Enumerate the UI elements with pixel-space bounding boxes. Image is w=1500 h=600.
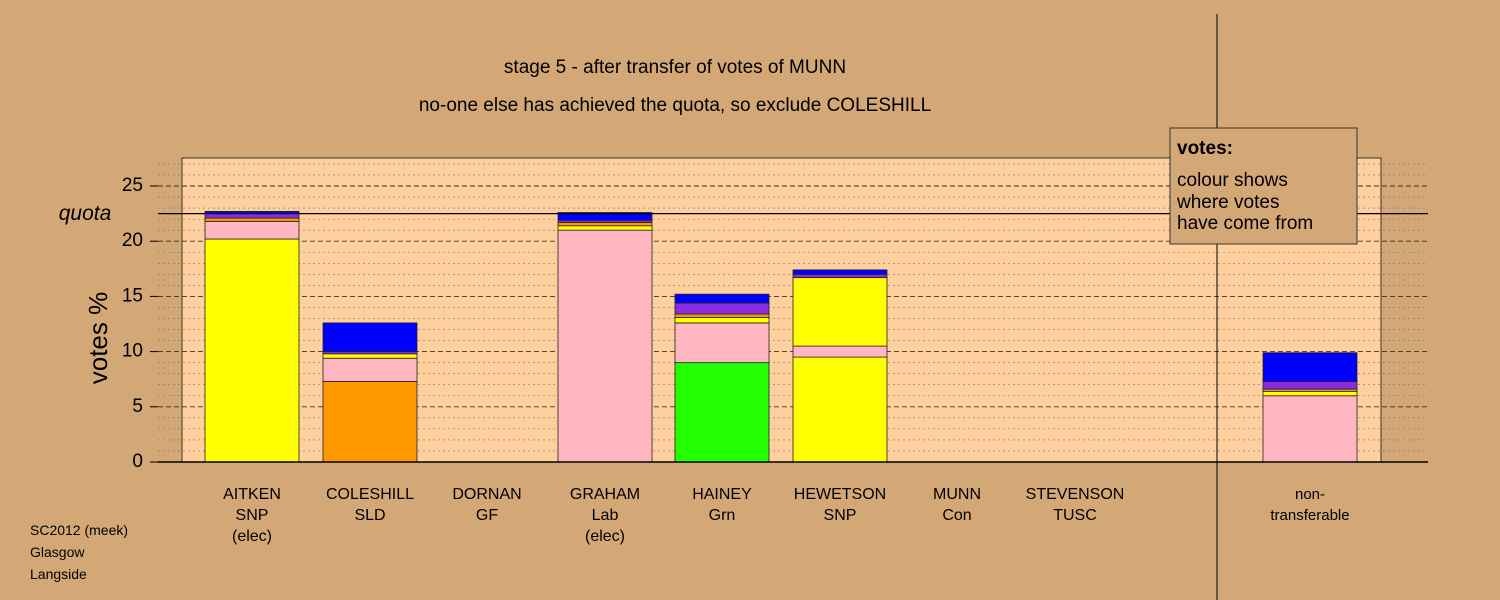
x-label-party: Con [942, 507, 971, 524]
bar-segment [792, 277, 888, 347]
y-axis: 0 5 10 15 20 25 [122, 175, 158, 472]
bar-segment [792, 345, 888, 358]
y-tick-label: 25 [122, 175, 143, 196]
x-axis-labels: AITKEN SNP (elec) COLESHILL SLD DORNAN GF GRAHA… [223, 486, 1350, 545]
footer-line-2: Glasgow [30, 544, 85, 560]
x-label-name: STEVENSON [1026, 486, 1125, 503]
chart-subtitle: no-one else has achieved the quota, so e… [419, 95, 931, 116]
bar-segment [674, 313, 770, 318]
x-label-party: TUSC [1053, 507, 1097, 524]
chart-title: stage 5 - after transfer of votes of MUN… [504, 57, 846, 78]
x-label-name: AITKEN [223, 486, 281, 503]
y-axis-label: votes % [83, 292, 113, 385]
bar-segment [204, 220, 300, 240]
bar-segment [204, 238, 300, 463]
x-label-party: SNP [824, 507, 857, 524]
legend: votes: colour shows where votes have com… [1169, 127, 1358, 245]
x-label-note: (elec) [232, 528, 272, 545]
x-label-name: non- [1295, 486, 1325, 503]
legend-line-1: colour shows [1177, 170, 1288, 191]
y-tick-label: 0 [132, 451, 143, 472]
bar-segment [557, 229, 653, 463]
x-label-party: transferable [1270, 507, 1349, 524]
stacked-bars [204, 210, 1358, 463]
x-label-party: Lab [592, 507, 619, 524]
footer-line-1: SC2012 (meek) [30, 522, 128, 538]
bar-segment [204, 213, 300, 219]
y-tick-label: 20 [122, 230, 143, 251]
bar-segment [557, 212, 653, 221]
x-label-name: MUNN [933, 486, 981, 503]
bar-segment [1262, 381, 1358, 390]
x-label-party: SLD [354, 507, 385, 524]
x-label-name: HAINEY [692, 486, 752, 503]
y-tick-label: 5 [132, 396, 143, 417]
bar-segment [322, 322, 418, 352]
bar-segment [1262, 395, 1358, 463]
y-tick-label: 15 [122, 285, 143, 306]
x-label-name: DORNAN [452, 486, 521, 503]
bar-segment [674, 302, 770, 315]
x-label-name: HEWETSON [794, 486, 886, 503]
bar-segment [792, 273, 888, 279]
bar-segment [322, 381, 418, 463]
bar-segment [1262, 390, 1358, 397]
bar-segment [674, 362, 770, 463]
legend-line-2: where votes [1176, 192, 1279, 213]
x-label-party: GF [476, 507, 498, 524]
bar-segment [322, 357, 418, 382]
y-tick-label: 10 [122, 341, 143, 362]
bar-segment [557, 222, 653, 227]
bar-segment [557, 225, 653, 231]
x-label-note: (elec) [585, 528, 625, 545]
legend-box [1169, 127, 1358, 245]
bar-segment [204, 217, 300, 222]
bar-segment [674, 322, 770, 364]
x-label-party: Grn [709, 507, 736, 524]
bar-segment [322, 353, 418, 359]
bar-segment [674, 293, 770, 304]
quota-label: quota [59, 202, 112, 225]
legend-line-3: have come from [1177, 213, 1313, 234]
legend-title: votes: [1177, 138, 1233, 159]
x-label-name: GRAHAM [570, 486, 640, 503]
bar-segment [792, 356, 888, 463]
x-label-party: SNP [236, 507, 269, 524]
x-label-name: COLESHILL [326, 486, 414, 503]
bar-segment [1262, 352, 1358, 382]
bar-segment [792, 269, 888, 275]
bar-segment [674, 316, 770, 324]
footer-line-3: Langside [30, 566, 87, 582]
